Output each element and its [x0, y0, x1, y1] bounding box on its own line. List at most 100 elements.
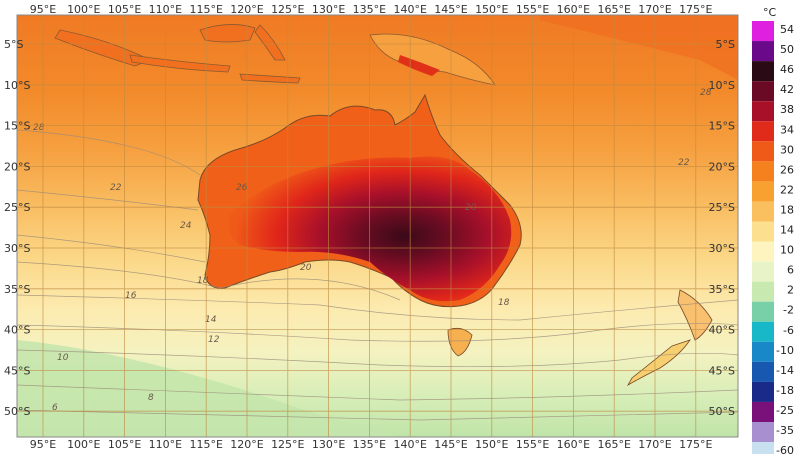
legend-swatch [752, 221, 774, 242]
longitude-label: 115°E [189, 3, 222, 16]
longitude-label: 170°E [638, 438, 671, 451]
longitude-label: 165°E [597, 438, 630, 451]
legend-label: -14 [776, 364, 794, 377]
legend-label: 30 [780, 143, 794, 156]
longitude-label: 160°E [557, 438, 590, 451]
longitude-label: 150°E [475, 3, 508, 16]
longitude-label: 105°E [108, 3, 141, 16]
latitude-label: 35°S [709, 283, 735, 296]
longitude-label: 135°E [353, 438, 386, 451]
latitude-labels-left: 5°S 10°S 15°S 20°S 25°S 30°S 35°S 40°S 45°S 50°S [4, 38, 30, 418]
longitude-label: 170°E [638, 3, 671, 16]
legend-swatch [752, 321, 774, 342]
longitude-label: 175°E [679, 3, 712, 16]
contour-label: 14 [205, 315, 217, 325]
contour-label: 16 [125, 291, 137, 301]
longitude-label: 145°E [434, 3, 467, 16]
legend-swatch [752, 401, 774, 422]
legend-label: 26 [780, 163, 794, 176]
legend-swatch [752, 41, 774, 62]
latitude-label: 30°S [709, 242, 735, 255]
legend-label: 50 [780, 43, 794, 56]
tasmania [447, 327, 473, 357]
longitude-label: 125°E [271, 438, 304, 451]
longitude-label: 115°E [189, 438, 222, 451]
longitude-labels-top: 95°E 100°E 105°E 110°E 115°E 120°E 125°E 130°E 1… [30, 3, 713, 16]
latitude-label: 45°S [4, 364, 30, 377]
longitude-label: 145°E [434, 438, 467, 451]
contour-label: 22 [678, 158, 690, 168]
latitude-label: 25°S [4, 201, 30, 214]
legend-label: -10 [776, 344, 794, 357]
legend-swatch [752, 81, 774, 102]
legend-label: 14 [780, 224, 794, 237]
legend-swatch [752, 281, 774, 302]
longitude-label: 175°E [679, 438, 712, 451]
legend-swatch [752, 141, 774, 162]
legend-swatch [752, 301, 774, 322]
latitude-label: 5°S [716, 38, 735, 51]
graticule [17, 15, 738, 437]
latitude-label: 20°S [709, 160, 735, 173]
longitude-label: 100°E [67, 438, 100, 451]
legend-swatch [752, 121, 774, 142]
latitude-label: 30°S [4, 242, 30, 255]
legend-label: -60 [776, 444, 794, 454]
legend-label: -35 [776, 424, 794, 437]
contour-label: 12 [208, 335, 220, 345]
legend-label: 54 [780, 23, 794, 36]
longitude-label: 105°E [108, 438, 141, 451]
legend-label: 46 [780, 63, 794, 76]
longitude-label: 120°E [230, 438, 263, 451]
longitude-label: 165°E [597, 3, 630, 16]
contour-label: 28 [700, 88, 712, 98]
legend-swatch [752, 101, 774, 122]
heatwave-core [228, 156, 512, 302]
longitude-label: 130°E [312, 438, 345, 451]
latitude-label: 5°S [4, 38, 23, 51]
legend-label: 34 [780, 123, 794, 136]
legend-swatch [752, 361, 774, 382]
legend-swatch [752, 21, 774, 42]
legend-label: 38 [780, 103, 794, 116]
longitude-label: 95°E [30, 3, 56, 16]
latitude-label: 45°S [709, 364, 735, 377]
indonesia-islands [54, 24, 301, 84]
longitude-labels-bottom: 95°E 100°E 105°E 110°E 115°E 120°E 125°E 130°E 1… [30, 438, 713, 451]
longitude-label: 95°E [30, 438, 56, 451]
contour-label: 26 [236, 183, 248, 193]
latitude-label: 50°S [709, 405, 735, 418]
legend-swatch [752, 341, 774, 362]
contour-label: 22 [110, 183, 122, 193]
map-plot-area: 28 24 22 20 18 16 14 12 10 8 6 26 20 28 … [17, 15, 738, 437]
latitude-labels-right: 5°S 10°S 15°S 20°S 25°S 30°S 35°S 40°S 45°S 50°S [709, 38, 735, 418]
latitude-label: 25°S [709, 201, 735, 214]
contour-label: 18 [498, 298, 510, 308]
legend-swatch [752, 181, 774, 202]
legend-swatch [752, 161, 774, 182]
longitude-label: 130°E [312, 3, 345, 16]
legend-swatch [752, 422, 774, 443]
legend-swatch [752, 201, 774, 222]
contour-label: 8 [148, 393, 154, 403]
latitude-label: 20°S [4, 160, 30, 173]
latitude-label: 40°S [4, 324, 30, 337]
legend-label: -25 [776, 404, 794, 417]
longitude-label: 140°E [393, 3, 426, 16]
longitude-label: 120°E [230, 3, 263, 16]
latitude-label: 35°S [4, 283, 30, 296]
legend-label: -6 [783, 324, 794, 337]
legend-label: -18 [776, 384, 794, 397]
color-legend: °C 54 50 46 42 38 34 30 26 22 18 14 10 6 2 -2 -6 -10 -14 -… [752, 6, 794, 454]
longitude-label: 155°E [516, 438, 549, 451]
legend-label: 42 [780, 83, 794, 96]
legend-swatch [752, 241, 774, 262]
legend-label: 10 [780, 244, 794, 257]
legend-swatch [752, 61, 774, 82]
legend-swatch [752, 381, 774, 402]
longitude-label: 100°E [67, 3, 100, 16]
contour-label: 6 [52, 403, 58, 413]
contour-label: 24 [180, 221, 192, 231]
legend-label: 22 [780, 183, 794, 196]
